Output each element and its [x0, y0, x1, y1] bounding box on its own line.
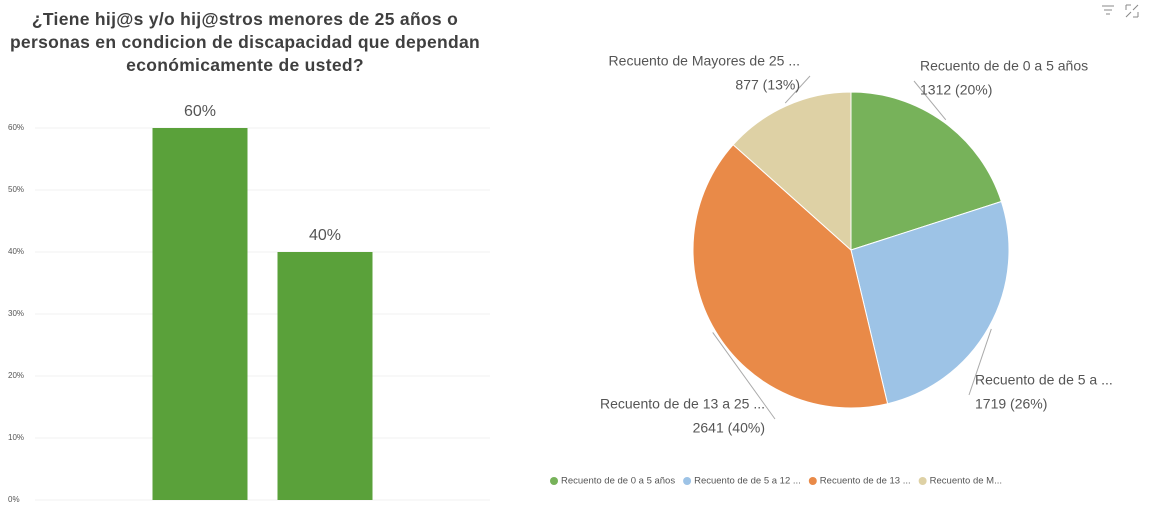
slice-label: Recuento de Mayores de 25 ... — [609, 53, 800, 69]
pie-slice — [692, 143, 889, 409]
data-label: 40% — [309, 227, 341, 244]
y-tick-label: 10% — [8, 433, 24, 442]
y-tick-label: 0% — [8, 495, 20, 504]
header-icons[interactable] — [1102, 4, 1139, 18]
legend-marker — [683, 477, 692, 485]
slice-label: Recuento de de 5 a ... — [975, 372, 1113, 388]
pie-slice — [850, 91, 1002, 251]
y-tick-label: 40% — [8, 247, 24, 256]
legend-label: Recuento de de 13 ... — [820, 476, 911, 487]
slice-value-label: 2641 (40%) — [693, 420, 765, 436]
legend-marker — [550, 477, 558, 485]
legend-marker — [918, 477, 927, 485]
legend-label: Recuento de de 0 a 5 años — [561, 476, 675, 487]
legend-marker — [808, 477, 817, 485]
slice-label: Recuento de de 0 a 5 años — [920, 58, 1088, 74]
slice-value-label: 877 (13%) — [735, 77, 800, 93]
leader-line — [968, 328, 992, 396]
slice-value-label: 1312 (20%) — [920, 82, 992, 98]
expand-icon[interactable] — [1125, 4, 1139, 18]
leader-line — [784, 75, 811, 104]
bar — [277, 252, 373, 500]
legend-label: Recuento de de 5 a 12 ... — [694, 476, 801, 487]
bar — [152, 128, 248, 500]
legend-label: Recuento de M... — [930, 476, 1002, 487]
y-tick-label: 20% — [8, 371, 24, 380]
y-tick-label: 30% — [8, 309, 24, 318]
y-tick-label: 50% — [8, 185, 24, 194]
y-tick-label: 60% — [8, 123, 24, 132]
slice-label: Recuento de de 13 a 25 ... — [600, 396, 765, 412]
pie-slice — [850, 200, 1010, 405]
leader-line — [712, 332, 776, 420]
leader-line — [913, 80, 947, 121]
bar-chart-title: ¿Tiene hij@s y/o hij@stros menores de 25… — [9, 9, 481, 75]
filter-icon[interactable] — [1102, 5, 1114, 15]
data-label: 60% — [184, 103, 216, 120]
slice-value-label: 1719 (26%) — [975, 396, 1047, 412]
pie-slice — [732, 91, 852, 252]
